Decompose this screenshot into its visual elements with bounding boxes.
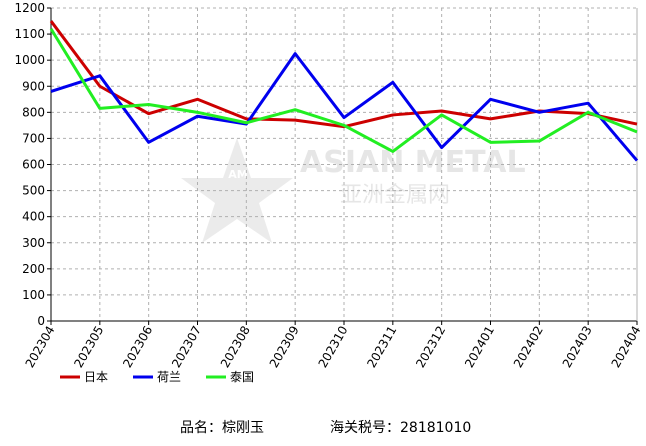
y-tick-label: 900 [22,79,45,93]
x-tick-label: 202311 [364,324,399,371]
x-tick-label: 202304 [23,324,58,371]
series-line [49,28,638,153]
watermark-text: ASIAN METAL [300,145,526,180]
legend-label: 日本 [84,370,108,384]
y-tick-label: 200 [22,262,45,276]
x-tick-label: 202402 [511,324,546,371]
x-tick-label: 202309 [267,324,302,371]
y-tick-label: 700 [22,131,45,145]
x-tick-label: 202308 [218,324,253,371]
footer-product: 品名：棕刚玉 [180,420,264,436]
x-tick-label: 202305 [71,324,106,371]
y-tick-label: 1200 [14,1,45,15]
footer-hs-code: 海关税号：28181010 [330,420,471,436]
y-tick-label: 100 [22,288,45,302]
x-tick-label: 202403 [560,324,595,371]
y-tick-label: 600 [22,158,45,172]
y-tick-label: 1100 [14,27,45,41]
watermark-subtext: 亚洲金属网 [340,183,450,208]
x-tick-label: 202312 [413,324,448,371]
y-tick-label: 0 [37,314,45,328]
y-tick-label: 300 [22,236,45,250]
y-tick-label: 500 [22,184,45,198]
legend-label: 荷兰 [157,370,181,384]
y-tick-label: 1000 [14,53,45,67]
x-tick-label: 202307 [169,324,204,371]
x-tick-label: 202404 [609,324,644,371]
y-tick-label: 800 [22,105,45,119]
x-tick-label: 202310 [316,324,351,371]
watermark-logo: AM [228,168,247,181]
x-tick-label: 202306 [120,324,155,371]
legend-label: 泰国 [230,370,254,384]
series-line [50,52,639,162]
y-tick-label: 400 [22,210,45,224]
x-tick-label: 202401 [462,324,497,371]
